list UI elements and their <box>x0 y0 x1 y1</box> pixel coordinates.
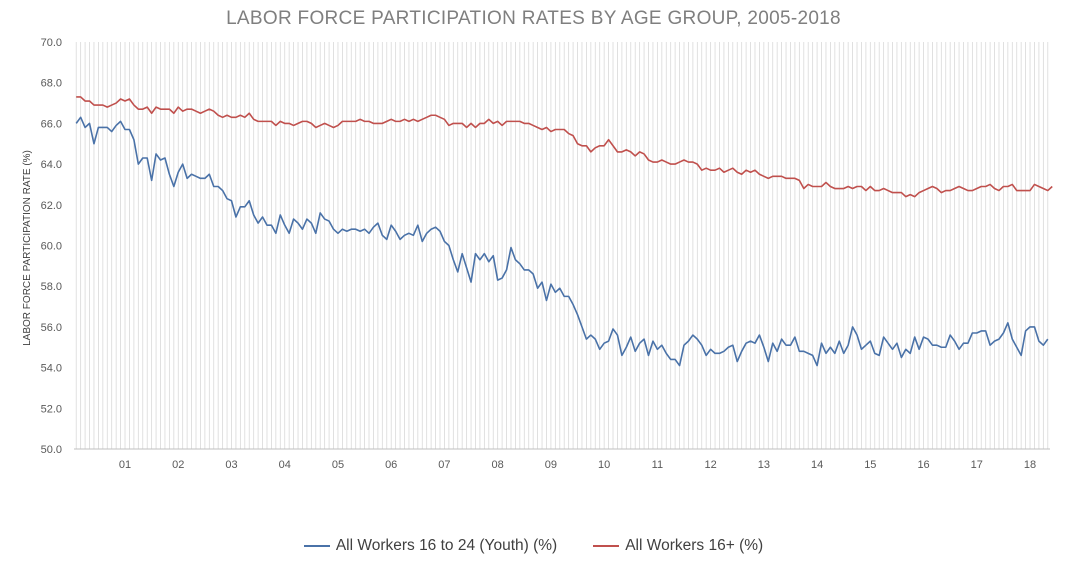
line-chart: 50.0 52.0 54.0 56.0 58.0 60.0 62.0 64.0 66.0 68.0… <box>22 37 1053 471</box>
y-tick-label: 54.0 <box>41 363 62 375</box>
y-tick-label: 68.0 <box>41 78 62 90</box>
legend-swatch-all <box>593 545 620 547</box>
y-tick-label: 52.0 <box>41 403 62 415</box>
series-line-all <box>76 96 1053 198</box>
legend-swatch-youth <box>303 545 330 547</box>
y-tick-label: 66.0 <box>41 118 62 130</box>
x-tick-label: 05 <box>332 459 344 471</box>
x-tick-label: 09 <box>545 459 557 471</box>
chart-title: LABOR FORCE PARTICIPATION RATES BY AGE G… <box>226 8 841 29</box>
y-tick-labels: 50.0 52.0 54.0 56.0 58.0 60.0 62.0 64.0 66.0 68.0… <box>41 37 62 456</box>
x-tick-label: 15 <box>864 459 876 471</box>
x-tick-label: 08 <box>492 459 504 471</box>
y-tick-label: 70.0 <box>41 37 62 49</box>
legend-item-all: All Workers 16+ (%) <box>593 537 763 555</box>
y-tick-label: 58.0 <box>41 281 62 293</box>
y-tick-label: 64.0 <box>41 159 62 171</box>
x-tick-labels: 01 02 03 04 05 06 07 08 09 10 11 12 13 14 15 16 17 18 <box>119 459 1036 471</box>
y-tick-label: 50.0 <box>41 444 62 456</box>
legend-item-youth: All Workers 16 to 24 (Youth) (%) <box>303 537 558 555</box>
x-tick-label: 14 <box>811 459 823 471</box>
x-tick-label: 02 <box>172 459 184 471</box>
legend: All Workers 16 to 24 (Youth) (%) All Wor… <box>0 537 1067 555</box>
x-tick-label: 03 <box>225 459 237 471</box>
series-lines <box>75 96 1053 367</box>
x-tick-label: 10 <box>598 459 610 471</box>
x-tick-label: 12 <box>704 459 716 471</box>
month-gridlines <box>75 42 1049 449</box>
legend-label-youth: All Workers 16 to 24 (Youth) (%) <box>335 537 558 554</box>
y-tick-label: 56.0 <box>41 322 62 334</box>
series-line-youth <box>75 116 1049 367</box>
x-tick-label: 04 <box>279 459 291 471</box>
y-tick-label: 62.0 <box>41 200 62 212</box>
x-tick-label: 11 <box>652 459 663 471</box>
y-axis-label: LABOR FORCE PARTICIPATION RATE (%) <box>22 150 33 346</box>
legend-label-all: All Workers 16+ (%) <box>625 537 764 554</box>
y-tick-label: 60.0 <box>41 241 62 253</box>
x-tick-label: 06 <box>385 459 397 471</box>
x-tick-label: 13 <box>758 459 770 471</box>
x-tick-label: 01 <box>119 459 131 471</box>
x-tick-label: 16 <box>917 459 929 471</box>
x-tick-label: 18 <box>1024 459 1036 471</box>
x-tick-label: 07 <box>438 459 450 471</box>
x-tick-label: 17 <box>971 459 983 471</box>
